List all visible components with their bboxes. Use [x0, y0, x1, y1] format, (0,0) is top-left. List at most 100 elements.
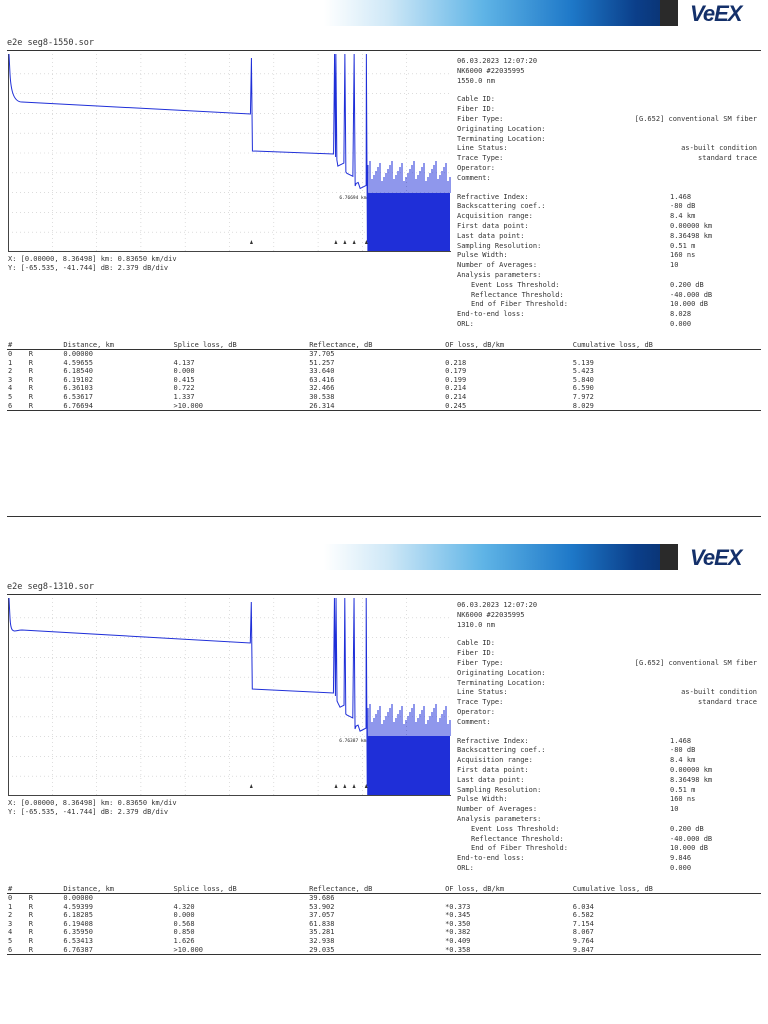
param-label: Sampling Resolution:	[457, 241, 542, 250]
table-cell: 6.35950	[63, 928, 93, 937]
table-cell: 0	[8, 350, 13, 358]
info-field-label: Comment:	[457, 173, 491, 182]
column-header: Splice loss, dB	[172, 341, 309, 350]
file-name: e2e seg8-1550.sor	[7, 38, 94, 48]
param-row: Last data point: 8.36498 km	[457, 232, 757, 242]
param-row: Analysis parameters:	[457, 815, 757, 825]
table-cell: 26.314	[308, 401, 445, 412]
table-cell: 7.972	[572, 392, 594, 401]
noise-floor	[367, 736, 450, 795]
file-name: e2e seg8-1310.sor	[7, 582, 94, 592]
table-cell: 63.416	[309, 375, 335, 384]
table-cell: 0.00000	[63, 350, 93, 358]
info-text: NK6000 #22035995	[457, 66, 525, 75]
table-cell: 6.18285	[63, 911, 93, 920]
info-field-row: Trace Type: standard trace	[457, 154, 757, 164]
info-field-label: Comment:	[457, 717, 491, 726]
param-label: Pulse Width:	[457, 795, 508, 804]
table-cell: 2	[8, 367, 13, 376]
table-header: # Distance, km Splice loss, dB Reflectance,…	[7, 341, 761, 350]
table-cell	[173, 894, 309, 903]
table-cell: 0.214	[445, 392, 467, 401]
table-cell	[572, 894, 761, 903]
param-label: Analysis parameters:	[457, 814, 542, 823]
info-field-value: as-built condition	[681, 144, 757, 153]
param-value: 8.028	[670, 310, 692, 319]
table-row: 2 R 6.18540 0.000 33.640 0.179 5.423	[7, 367, 761, 376]
column-header	[27, 885, 63, 894]
wavelength: 1550.0 nm	[457, 77, 757, 87]
table-cell: 4.59399	[63, 902, 93, 911]
table-cell: 6.53617	[63, 392, 93, 401]
param-row: Sampling Resolution: 0.51 m	[457, 786, 757, 796]
axis-info: X: [0.00000, 8.36498] km: 0.83650 km/div…	[8, 255, 177, 273]
column-header: Reflectance, dB	[308, 885, 445, 894]
param-row: ORL: 0.000	[457, 864, 757, 874]
param-label: Backscattering coef.:	[457, 746, 546, 755]
table-cell: *0.358	[444, 945, 572, 956]
info-text: 06.03.2023 12:07:20	[457, 601, 538, 609]
column-header: OF loss, dB/km	[444, 885, 572, 894]
header-row: # Distance, km Splice loss, dB Reflectance,…	[7, 341, 761, 350]
event-marker-icon	[352, 240, 356, 244]
info-text: 06.03.2023 12:07:20	[457, 57, 538, 65]
table-cell: 1.626	[173, 936, 195, 945]
param-label: End of Fiber Threshold:	[471, 844, 568, 853]
info-gap	[457, 184, 757, 193]
table-cell: *0.350	[445, 919, 471, 928]
y-axis-range: Y: [-65.535, -41.744] dB: 2.379 dB/div	[8, 264, 169, 272]
table-cell: 8.029	[571, 401, 761, 412]
table-cell: 6.19102	[63, 375, 93, 384]
info-field-label: Operator:	[457, 163, 495, 172]
table-cell: R	[28, 936, 34, 945]
param-label: Pulse Width:	[457, 251, 508, 260]
device-id: NK6000 #22035995	[457, 67, 757, 77]
table-cell: 5.423	[572, 367, 594, 376]
trace-svg: 6.76694 km	[8, 53, 451, 252]
info-field-row: Comment:	[457, 174, 757, 184]
table-body: 0 R 0.00000 39.686 1 R 4.59399 4.320 53.902 *0.37…	[7, 894, 761, 956]
table-cell: >10.000	[172, 945, 309, 956]
table-cell: 0.000	[173, 911, 195, 920]
wavelength: 1310.0 nm	[457, 621, 757, 631]
table-cell: 9.847	[571, 945, 761, 956]
table-row: 2 R 6.18285 0.000 37.057 *0.345 6.582	[7, 911, 761, 920]
param-label: Last data point:	[457, 775, 525, 784]
param-value: 1.468	[670, 192, 692, 201]
info-field-value: [G.652] conventional SM fiber	[634, 114, 757, 123]
table-row: 1 R 4.59399 4.320 53.902 *0.373 6.034	[7, 903, 761, 912]
table-cell: 61.838	[309, 919, 335, 928]
table-cell: 6.034	[572, 902, 594, 911]
device-id: NK6000 #22035995	[457, 611, 757, 621]
table-cell: R	[28, 928, 34, 937]
table-cell: 5	[8, 936, 13, 945]
param-value: -80 dB	[670, 202, 696, 211]
param-value: 8.4 km	[670, 212, 696, 221]
table-row: 6 R 6.76387 >10.000 29.035 *0.358 9.847	[7, 945, 761, 956]
table-cell: R	[27, 945, 63, 956]
param-row: Event Loss Threshold: 0.200 dB	[457, 281, 757, 291]
event-marker-icon	[343, 240, 347, 244]
param-label: End of Fiber Threshold:	[471, 300, 568, 309]
info-field-row: Line Status: as-built condition	[457, 144, 757, 154]
table-cell: 6	[7, 945, 28, 956]
test-datetime: 06.03.2023 12:07:20	[457, 601, 757, 611]
info-field-label: Line Status:	[457, 688, 508, 697]
info-field-row: Trace Type: standard trace	[457, 698, 757, 708]
column-header: Reflectance, dB	[308, 341, 445, 350]
param-row: Number of Averages: 10	[457, 805, 757, 815]
param-label: Refractive Index:	[457, 736, 529, 745]
column-header: Distance, km	[62, 341, 173, 350]
param-row: Backscattering coef.: -80 dB	[457, 202, 757, 212]
events-table: # Distance, km Splice loss, dB Reflectance,…	[7, 341, 761, 412]
table-cell: 0.722	[173, 384, 195, 393]
info-text: 1550.0 nm	[457, 76, 495, 85]
info-field-label: Fiber Type:	[457, 114, 504, 123]
info-field-value: standard trace	[697, 154, 757, 163]
table-cell: 53.902	[309, 902, 335, 911]
table-cell: 4.137	[173, 358, 195, 367]
table-cell: *0.409	[445, 936, 471, 945]
table-row: 3 R 6.19102 0.415 63.416 0.199 5.840	[7, 376, 761, 385]
table-cell: 6.590	[572, 384, 594, 393]
table-cell: 29.035	[308, 945, 445, 956]
